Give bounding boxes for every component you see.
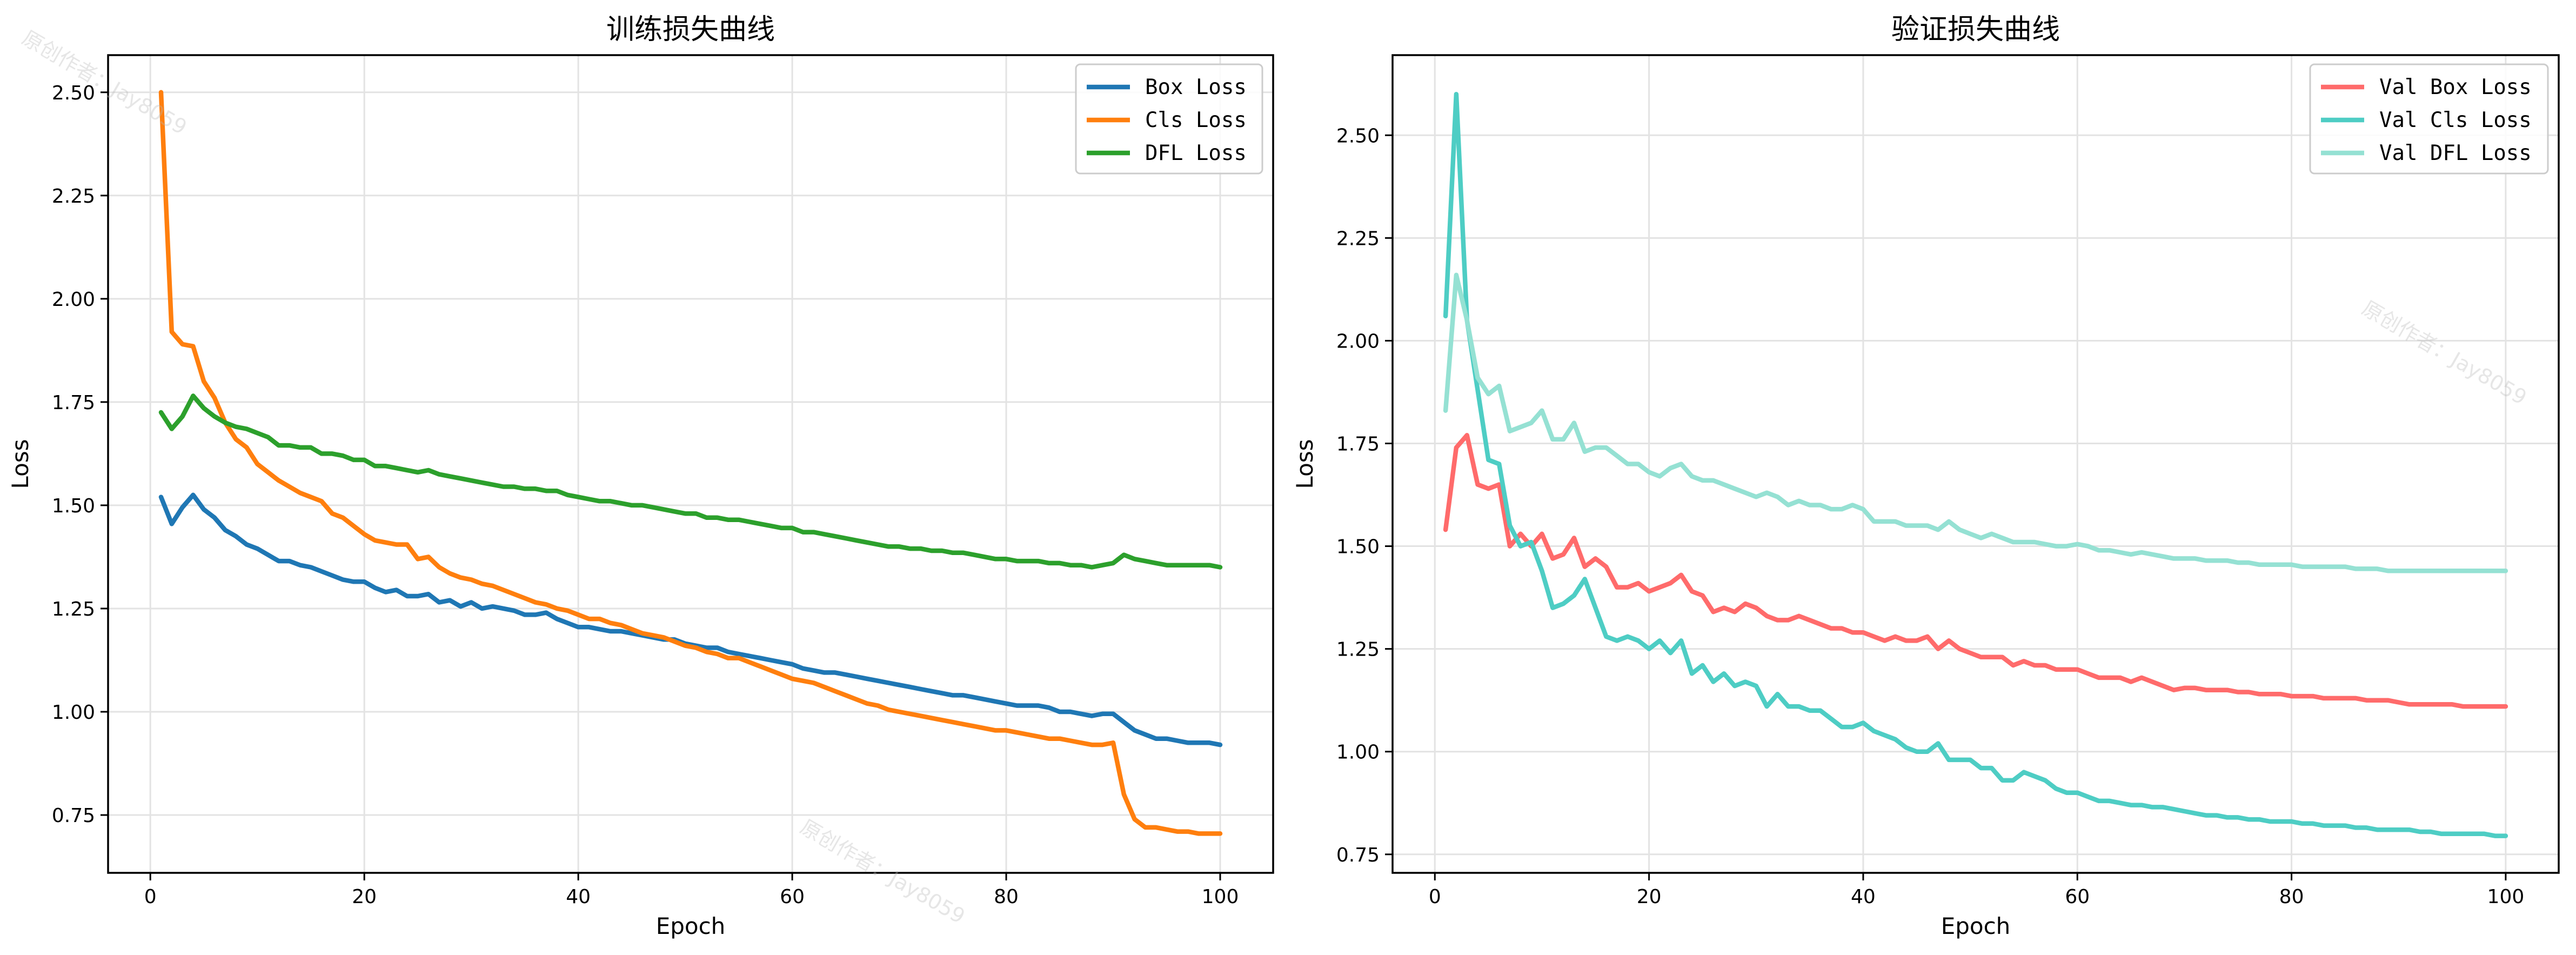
chart-1-y-tick-label: 2.00	[52, 289, 95, 311]
chart-1-legend-box	[1075, 63, 1263, 175]
chart-2-x-tick-label: 40	[1851, 886, 1876, 908]
chart-2-y-tick-label: 0.75	[1336, 844, 1380, 866]
chart-1-series-line-3	[158, 393, 1223, 570]
chart-2-x-tick-label: 80	[2279, 886, 2304, 908]
chart-1-y-tick-label: 1.50	[52, 495, 95, 517]
chart-2-y-tick-label: 1.00	[1336, 742, 1380, 764]
chart-1-plot-frame	[107, 54, 1274, 874]
chart-2-legend-label-3: Val DFL Loss	[2379, 141, 2532, 165]
chart-1-y-tick-label: 1.00	[52, 702, 95, 724]
chart-1-y-axis-label: Loss	[7, 439, 34, 489]
chart-1-x-tick-label: 60	[780, 886, 805, 908]
chart-2-legend-box	[2309, 63, 2549, 175]
chart-2-x-tick-label: 20	[1637, 886, 1662, 908]
chart-2-y-tick-label: 2.50	[1336, 125, 1380, 147]
chart-2-series-line-2	[1443, 91, 2508, 838]
chart-1-x-axis-label: Epoch	[656, 913, 726, 939]
chart-1-series-line-2	[158, 90, 1223, 836]
chart-1-y-tick-label: 2.50	[52, 82, 95, 104]
chart-2-x-tick-label: 100	[2487, 886, 2525, 908]
chart-1-y-tick-label: 1.75	[52, 392, 95, 414]
chart-1-title: 训练损失曲线	[606, 14, 775, 46]
chart-2-y-tick-label: 1.75	[1336, 433, 1380, 455]
chart-1-x-tick-label: 100	[1202, 886, 1239, 908]
chart-2-y-tick-label: 1.50	[1336, 536, 1380, 558]
chart-1-y-tick-label: 2.25	[52, 185, 95, 208]
chart-2-y-tick-label: 2.00	[1336, 330, 1380, 352]
chart-2-series-line-3	[1443, 272, 2508, 573]
chart-1-x-tick-label: 40	[566, 886, 591, 908]
chart-1-y-tick-label: 1.25	[52, 598, 95, 620]
chart-1-y-tick-label: 0.75	[52, 805, 95, 827]
chart-1-x-tick-label: 0	[144, 886, 157, 908]
chart-1-legend-label-1: Box Loss	[1145, 75, 1247, 99]
chart-2-x-tick-label: 60	[2065, 886, 2090, 908]
chart-2-y-axis-label: Loss	[1292, 439, 1318, 489]
chart-1-series-line-1	[158, 492, 1223, 747]
chart-2-legend-label-1: Val Box Loss	[2379, 75, 2532, 99]
chart-1-legend-label-2: Cls Loss	[1145, 108, 1247, 132]
chart-1-x-tick-label: 80	[994, 886, 1019, 908]
chart-2-plot-frame	[1391, 54, 2560, 874]
chart-1-x-tick-label: 20	[352, 886, 377, 908]
chart-2-y-tick-label: 2.25	[1336, 228, 1380, 250]
chart-2-y-tick-label: 1.25	[1336, 639, 1380, 661]
chart-2-x-axis-label: Epoch	[1941, 913, 2011, 939]
chart-2-series-line-1	[1443, 433, 2508, 709]
chart-2-legend-label-2: Val Cls Loss	[2379, 108, 2532, 132]
chart-2-title: 验证损失曲线	[1891, 14, 2060, 46]
chart-2-x-tick-label: 0	[1429, 886, 1441, 908]
chart-1-legend-label-3: DFL Loss	[1145, 141, 1247, 165]
